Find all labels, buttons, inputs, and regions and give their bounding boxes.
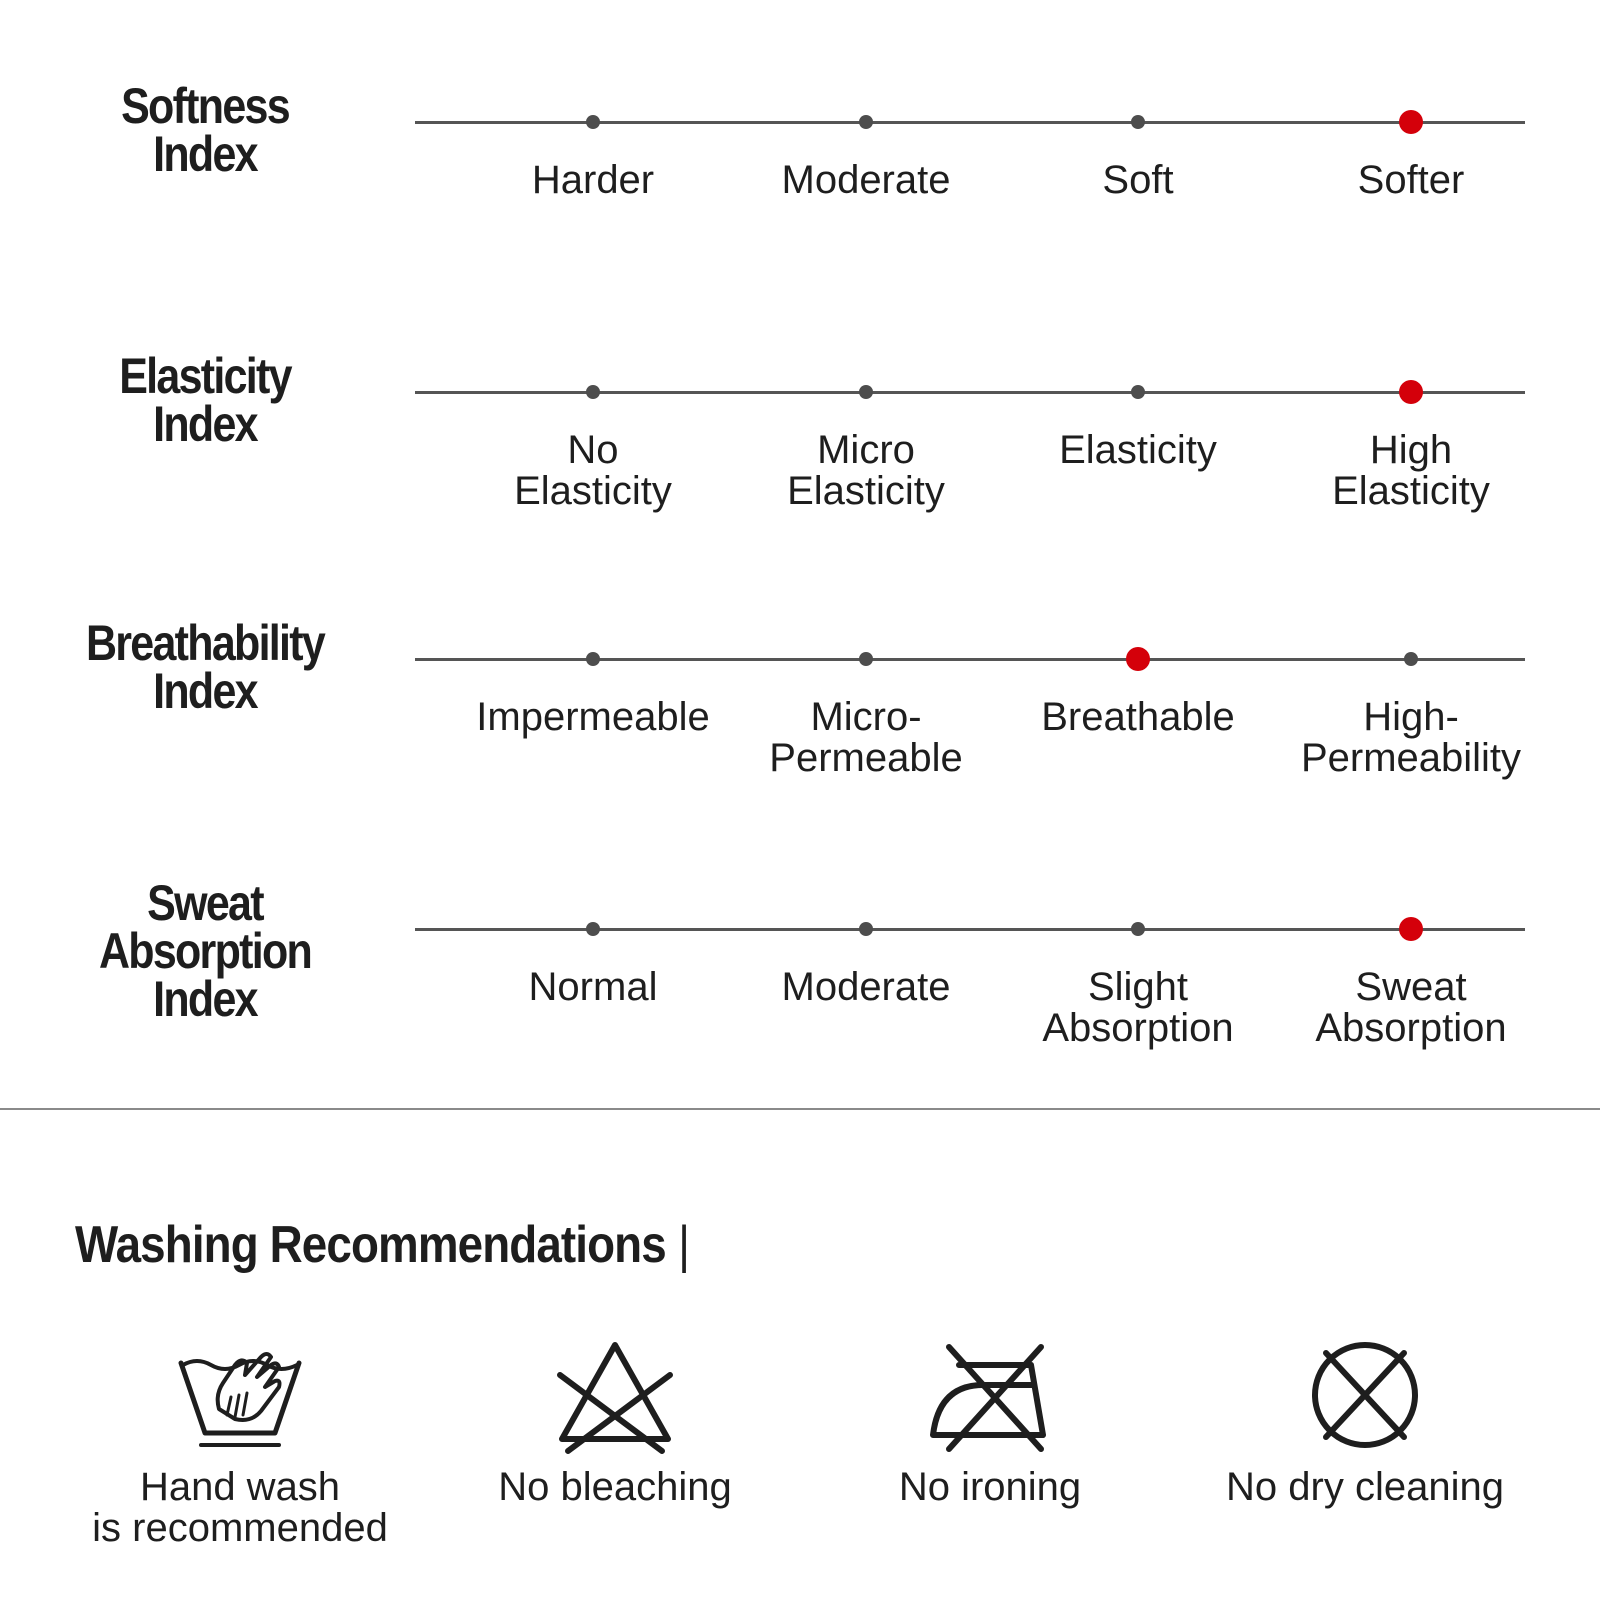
scale-dot bbox=[1131, 922, 1145, 936]
no-bleach-icon bbox=[557, 1342, 673, 1454]
scale-level-label: No Elasticity bbox=[468, 430, 718, 512]
scale-dot bbox=[586, 652, 600, 666]
scale-dot-active bbox=[1399, 110, 1423, 134]
care-label-line: No dry cleaning bbox=[1226, 1465, 1504, 1509]
index-title-line: Index bbox=[153, 663, 258, 719]
sweat-absorption-index-row: Sweat Absorption Index Normal Moderate Slight… bbox=[0, 867, 1600, 1097]
index-title-line: Index bbox=[153, 126, 258, 182]
scale-level-label-line: Micro- bbox=[810, 695, 922, 739]
care-label: No bleaching bbox=[435, 1467, 795, 1508]
softness-index-row: Softness Index Harder Moderate Soft Softer bbox=[0, 60, 1600, 290]
scale-level-label: Moderate bbox=[741, 967, 991, 1008]
scale-level-label-line: Elasticity bbox=[787, 469, 945, 513]
scale-dot bbox=[859, 652, 873, 666]
scale-level-label-line: Moderate bbox=[781, 965, 951, 1009]
scale-dot-active bbox=[1399, 917, 1423, 941]
scale-dot bbox=[1131, 115, 1145, 129]
scale-level-label: Breathable bbox=[1013, 697, 1263, 738]
scale-level-label: Elasticity bbox=[1013, 430, 1263, 471]
scale-track bbox=[415, 391, 1525, 394]
scale-level-label: Impermeable bbox=[468, 697, 718, 738]
index-title: Softness Index bbox=[63, 78, 347, 182]
elasticity-index-row: Elasticity Index No Elasticity Micro Elastici… bbox=[0, 330, 1600, 560]
scale-dot-active bbox=[1126, 647, 1150, 671]
scale-track bbox=[415, 121, 1525, 124]
index-title: Elasticity Index bbox=[63, 348, 347, 452]
scale-dot bbox=[586, 385, 600, 399]
breathability-index-row: Breathability Index Impermeable Micro- Perme… bbox=[0, 597, 1600, 827]
index-title-line: Softness bbox=[121, 78, 291, 134]
scale-level-label-line: Soft bbox=[1102, 158, 1174, 202]
care-item-no-ironing: No ironing bbox=[810, 1335, 1170, 1508]
index-title-line: Index bbox=[153, 971, 258, 1027]
care-item-hand-wash: Hand wash is recommended bbox=[60, 1335, 420, 1549]
care-label-line: No bleaching bbox=[498, 1465, 732, 1509]
scale-level-label: Micro- Permeable bbox=[741, 697, 991, 779]
scale-level-label-line: Elasticity bbox=[1332, 469, 1490, 513]
scale-level-label: Slight Absorption bbox=[1013, 967, 1263, 1049]
scale-level-label: Sweat Absorption bbox=[1286, 967, 1536, 1049]
scale-dot bbox=[586, 922, 600, 936]
care-label: No dry cleaning bbox=[1185, 1467, 1545, 1508]
scale-level-label: Soft bbox=[1013, 160, 1263, 201]
scale-dot bbox=[859, 115, 873, 129]
scale-dot bbox=[1404, 652, 1418, 666]
scale-dot bbox=[859, 385, 873, 399]
index-title: Breathability Index bbox=[63, 615, 347, 719]
washing-recommendations-heading: Washing Recommendations | bbox=[75, 1215, 690, 1275]
index-title-line: Absorption bbox=[98, 923, 313, 979]
scale-level-label-line: Permeable bbox=[769, 736, 963, 780]
scale-level-label-line: Absorption bbox=[1042, 1006, 1234, 1050]
scale-level-label-line: Softer bbox=[1357, 158, 1465, 202]
scale-level-label: Normal bbox=[468, 967, 718, 1008]
care-label: No ironing bbox=[810, 1467, 1170, 1508]
index-title-line: Index bbox=[153, 396, 258, 452]
no-dry-clean-icon bbox=[1312, 1342, 1418, 1448]
index-title-line: Breathability bbox=[85, 615, 326, 671]
scale-dot-active bbox=[1399, 380, 1423, 404]
scale-level-label-line: Micro bbox=[817, 428, 915, 472]
care-label: Hand wash is recommended bbox=[60, 1467, 420, 1549]
scale-level-label-line: Breathable bbox=[1041, 695, 1235, 739]
index-title-line: Elasticity bbox=[119, 348, 292, 404]
scale-level-label: Softer bbox=[1286, 160, 1536, 201]
scale-level-label: Moderate bbox=[741, 160, 991, 201]
scale-level-label-line: Elasticity bbox=[1059, 428, 1217, 472]
hand-wash-icon bbox=[178, 1352, 302, 1447]
scale-level-label-line: Sweat bbox=[1355, 965, 1467, 1009]
scale-track bbox=[415, 658, 1525, 661]
scale-dot bbox=[859, 922, 873, 936]
care-item-no-dry-cleaning: No dry cleaning bbox=[1185, 1335, 1545, 1508]
scale-level-label: Micro Elasticity bbox=[741, 430, 991, 512]
scale-level-label-line: Normal bbox=[528, 965, 658, 1009]
care-item-no-bleaching: No bleaching bbox=[435, 1335, 795, 1508]
scale-level-label: High Elasticity bbox=[1286, 430, 1536, 512]
title-separator: | bbox=[678, 1216, 690, 1274]
no-iron-icon bbox=[930, 1344, 1046, 1452]
scale-level-label-line: Moderate bbox=[781, 158, 951, 202]
scale-level-label-line: Elasticity bbox=[514, 469, 672, 513]
scale-level-label-line: Absorption bbox=[1315, 1006, 1507, 1050]
care-label-line: Hand wash bbox=[139, 1465, 341, 1509]
scale-dot bbox=[586, 115, 600, 129]
care-label-line: No ironing bbox=[898, 1465, 1082, 1509]
scale-level-label: High- Permeability bbox=[1286, 697, 1536, 779]
scale-level-label: Harder bbox=[468, 160, 718, 201]
index-title: Sweat Absorption Index bbox=[63, 875, 347, 1027]
section-divider bbox=[0, 1108, 1600, 1110]
scale-level-label-line: Impermeable bbox=[476, 695, 710, 739]
scale-level-label-line: High- bbox=[1363, 695, 1459, 739]
scale-level-label-line: High bbox=[1369, 428, 1453, 472]
care-label-line: is recommended bbox=[92, 1506, 388, 1550]
scale-level-label-line: Harder bbox=[531, 158, 655, 202]
washing-title-text: Washing Recommendations bbox=[75, 1216, 667, 1274]
index-title-line: Sweat bbox=[147, 875, 264, 931]
scale-level-label-line: Slight bbox=[1087, 965, 1189, 1009]
scale-level-label-line: No bbox=[567, 428, 619, 472]
scale-track bbox=[415, 928, 1525, 931]
scale-dot bbox=[1131, 385, 1145, 399]
scale-level-label-line: Permeability bbox=[1300, 736, 1522, 780]
